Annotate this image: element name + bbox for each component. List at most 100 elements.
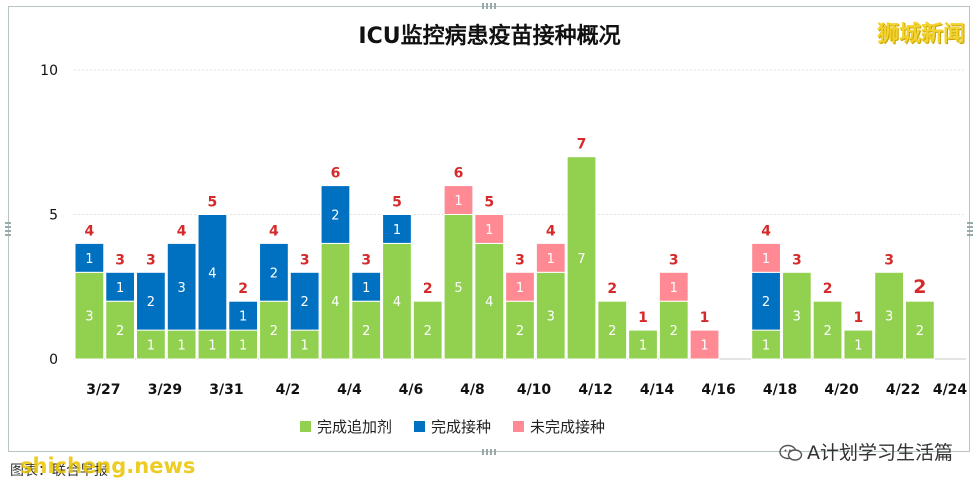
stacked-bar-chart: 0 5 10 3 1 4 2 1 3 1 2 3 1 3 4 1 4 5 1 1 2 2 2 4 1 2 3 4 2 6 2 1 3 4 1 5 2 2 5…	[40, 63, 968, 398]
resize-handle-left[interactable]	[5, 222, 11, 236]
x-tick-label: 4/24	[933, 382, 968, 398]
legend-swatch-booster	[300, 421, 311, 432]
segment-value-label: 2	[270, 324, 278, 339]
total-value-label: 3	[361, 252, 371, 268]
segment-value-label: 2	[116, 324, 124, 339]
source-watermark: A计划学习生活篇	[779, 438, 953, 465]
chart-legend: 完成追加剂 完成接种 未完成接种	[300, 416, 605, 437]
segment-value-label: 1	[239, 339, 247, 354]
total-value-label: 1	[700, 310, 710, 326]
total-value-label: 5	[208, 195, 218, 211]
segment-value-label: 1	[485, 223, 493, 238]
total-value-label: 4	[85, 223, 95, 239]
bar-segment-booster	[351, 300, 382, 360]
x-tick-label: 4/16	[701, 382, 735, 398]
segment-value-label: 1	[700, 339, 708, 354]
legend-swatch-unvaccinated	[513, 421, 525, 432]
bar-segment-booster	[474, 242, 505, 360]
segment-value-label: 4	[485, 295, 493, 310]
bar-segment-booster	[74, 271, 105, 360]
legend-label-unvaccinated: 未完成接种	[530, 418, 606, 436]
segment-value-label: 3	[793, 310, 801, 325]
segment-value-label: 2	[670, 324, 678, 339]
bar-segment-unvaccinated	[535, 242, 566, 273]
x-tick-label: 3/27	[86, 382, 120, 398]
y-tick-label: 0	[49, 352, 58, 368]
resize-handle-top[interactable]	[482, 3, 496, 9]
segment-value-label: 2	[762, 295, 770, 310]
bar-segment-booster	[597, 300, 628, 360]
total-value-label: 3	[669, 252, 679, 268]
total-value-label: 4	[546, 223, 556, 239]
bar-segment-vaccinated	[289, 271, 320, 331]
segment-value-label: 3	[885, 310, 893, 325]
total-value-label: 1	[853, 310, 863, 326]
x-tick-label: 4/12	[578, 382, 612, 398]
segment-value-label: 1	[178, 339, 186, 354]
bar-segment-booster	[843, 329, 874, 360]
bar-segment-vaccinated	[197, 214, 228, 331]
y-tick-label: 10	[40, 63, 58, 79]
bar-segment-booster	[289, 329, 320, 360]
bar-segment-vaccinated	[105, 271, 136, 302]
bar-segment-vaccinated	[74, 242, 105, 273]
segment-value-label: 1	[639, 339, 647, 354]
segment-value-label: 1	[547, 252, 555, 267]
bar-segment-vaccinated	[166, 242, 197, 331]
bar-segment-vaccinated	[351, 271, 382, 302]
bar-segment-booster	[535, 271, 566, 360]
bar-segment-booster	[320, 242, 351, 360]
segment-value-label: 7	[577, 252, 585, 267]
bar-segment-unvaccinated	[443, 185, 474, 216]
resize-handle-bottom[interactable]	[482, 449, 496, 455]
total-value-label: 2	[913, 276, 926, 298]
total-value-label: 5	[392, 195, 402, 211]
resize-handle-right[interactable]	[967, 222, 973, 236]
total-value-label: 3	[884, 252, 894, 268]
segment-value-label: 1	[762, 339, 770, 354]
x-tick-label: 4/20	[824, 382, 859, 398]
bar-segment-booster	[658, 300, 689, 360]
x-tick-label: 4/22	[886, 382, 920, 398]
legend-label-booster: 完成追加剂	[317, 418, 393, 436]
total-value-label: 7	[577, 137, 587, 153]
total-value-label: 3	[792, 252, 802, 268]
x-tick-label: 4/2	[276, 382, 301, 398]
bar-segment-booster	[197, 329, 228, 360]
bar-segment-vaccinated	[320, 185, 351, 244]
bar-segment-booster	[628, 329, 658, 360]
segment-value-label: 2	[608, 324, 616, 339]
segment-value-label: 1	[301, 339, 309, 354]
y-tick-label: 5	[49, 208, 58, 224]
x-tick-label: 4/4	[337, 382, 362, 398]
x-tick-label: 4/14	[640, 382, 675, 398]
total-value-label: 4	[269, 223, 279, 239]
bar-segment-unvaccinated	[689, 329, 720, 360]
segment-value-label: 3	[547, 310, 555, 325]
legend-label-vaccinated: 完成接种	[431, 418, 492, 436]
x-tick-label: 4/10	[517, 382, 552, 398]
brand-logo: 狮城新闻	[876, 21, 965, 47]
total-value-label: 6	[454, 166, 464, 182]
x-tick-label: 4/8	[460, 382, 485, 398]
bar-segment-vaccinated	[382, 214, 412, 244]
total-value-label: 5	[484, 195, 494, 211]
bar-segment-booster	[259, 300, 289, 360]
total-value-label: 4	[761, 223, 771, 239]
bar-segment-vaccinated	[751, 271, 781, 331]
segment-value-label: 1	[670, 281, 678, 296]
segment-value-label: 4	[393, 295, 401, 310]
segment-value-label: 2	[516, 324, 524, 339]
segment-value-label: 3	[178, 281, 186, 296]
bar-segment-booster	[382, 242, 412, 360]
bar-segment-booster	[751, 329, 781, 360]
total-value-label: 3	[115, 252, 125, 268]
segment-value-label: 1	[239, 310, 247, 325]
wechat-icon	[779, 444, 803, 461]
bar-segment-unvaccinated	[474, 214, 505, 244]
total-value-label: 2	[607, 281, 617, 297]
bar-segment-booster	[566, 156, 597, 360]
segment-value-label: 1	[393, 223, 401, 238]
source-watermark-text: A计划学习生活篇	[807, 442, 953, 464]
legend-swatch-vaccinated	[414, 421, 426, 432]
